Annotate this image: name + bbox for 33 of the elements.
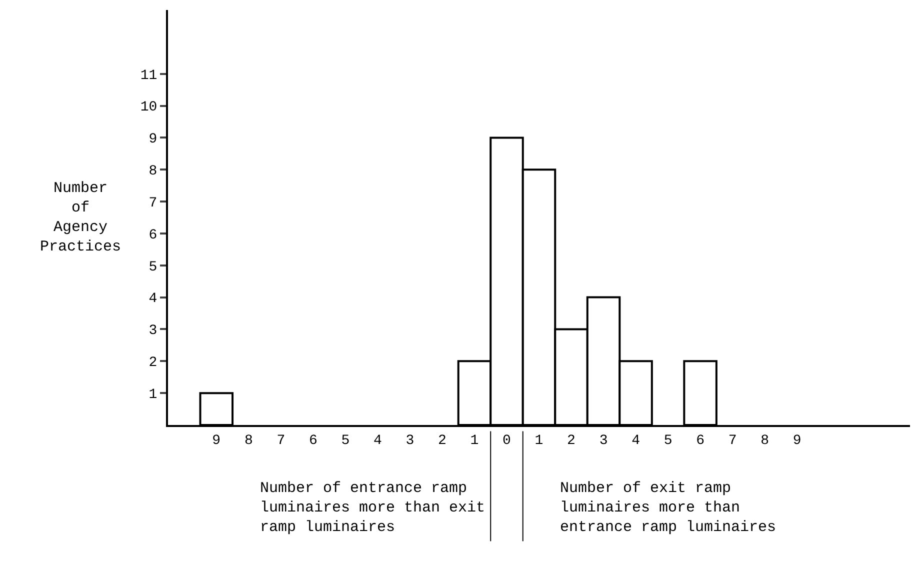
y-tick-label: 3 [148, 323, 158, 340]
y-tick-label: 7 [148, 195, 158, 212]
x-tick-label: 6 [308, 432, 318, 449]
y-tick-label: 10 [140, 100, 158, 116]
y-axis-title: Number of Agency Practices [40, 180, 122, 256]
x-tick-label: 9 [212, 432, 221, 449]
y-tick-label: 6 [148, 227, 158, 244]
x-tick-label: 1 [534, 432, 544, 449]
x-tick-label: 2 [567, 432, 576, 449]
x-tick-label: 7 [276, 432, 286, 449]
y-tick-label: 11 [140, 68, 158, 84]
y-tick-label: 5 [148, 259, 158, 276]
x-tick-label: 7 [728, 432, 737, 449]
x-tick-label: 8 [760, 432, 770, 449]
y-tick-label: 4 [148, 291, 158, 308]
x-tick-label: 2 [438, 432, 446, 449]
x-tick-label: 3 [406, 432, 414, 449]
y-tick-label: 8 [148, 164, 158, 180]
x-tick-label: 9 [792, 432, 802, 449]
x-tick-label: 4 [632, 432, 640, 449]
x-tick-label: 1 [470, 432, 479, 449]
x-tick-label: 5 [664, 432, 672, 449]
x-tick-label: 4 [373, 432, 382, 449]
y-tick-label: 1 [148, 386, 158, 403]
x-tick-label: 0 [502, 432, 511, 449]
x-tick-label: 3 [599, 432, 608, 449]
text: Number of entrance ramp luminaires more than exit ramp luminaires [260, 480, 486, 536]
text: Number of exit ramp luminaires more than entrance ramp luminaires [560, 480, 776, 536]
y-tick-label: 2 [148, 355, 158, 372]
y-tick-label: 9 [148, 132, 158, 148]
x-tick-label: 5 [341, 432, 350, 449]
x-tick-label: 8 [244, 432, 253, 449]
x-tick-label: 6 [696, 432, 705, 449]
